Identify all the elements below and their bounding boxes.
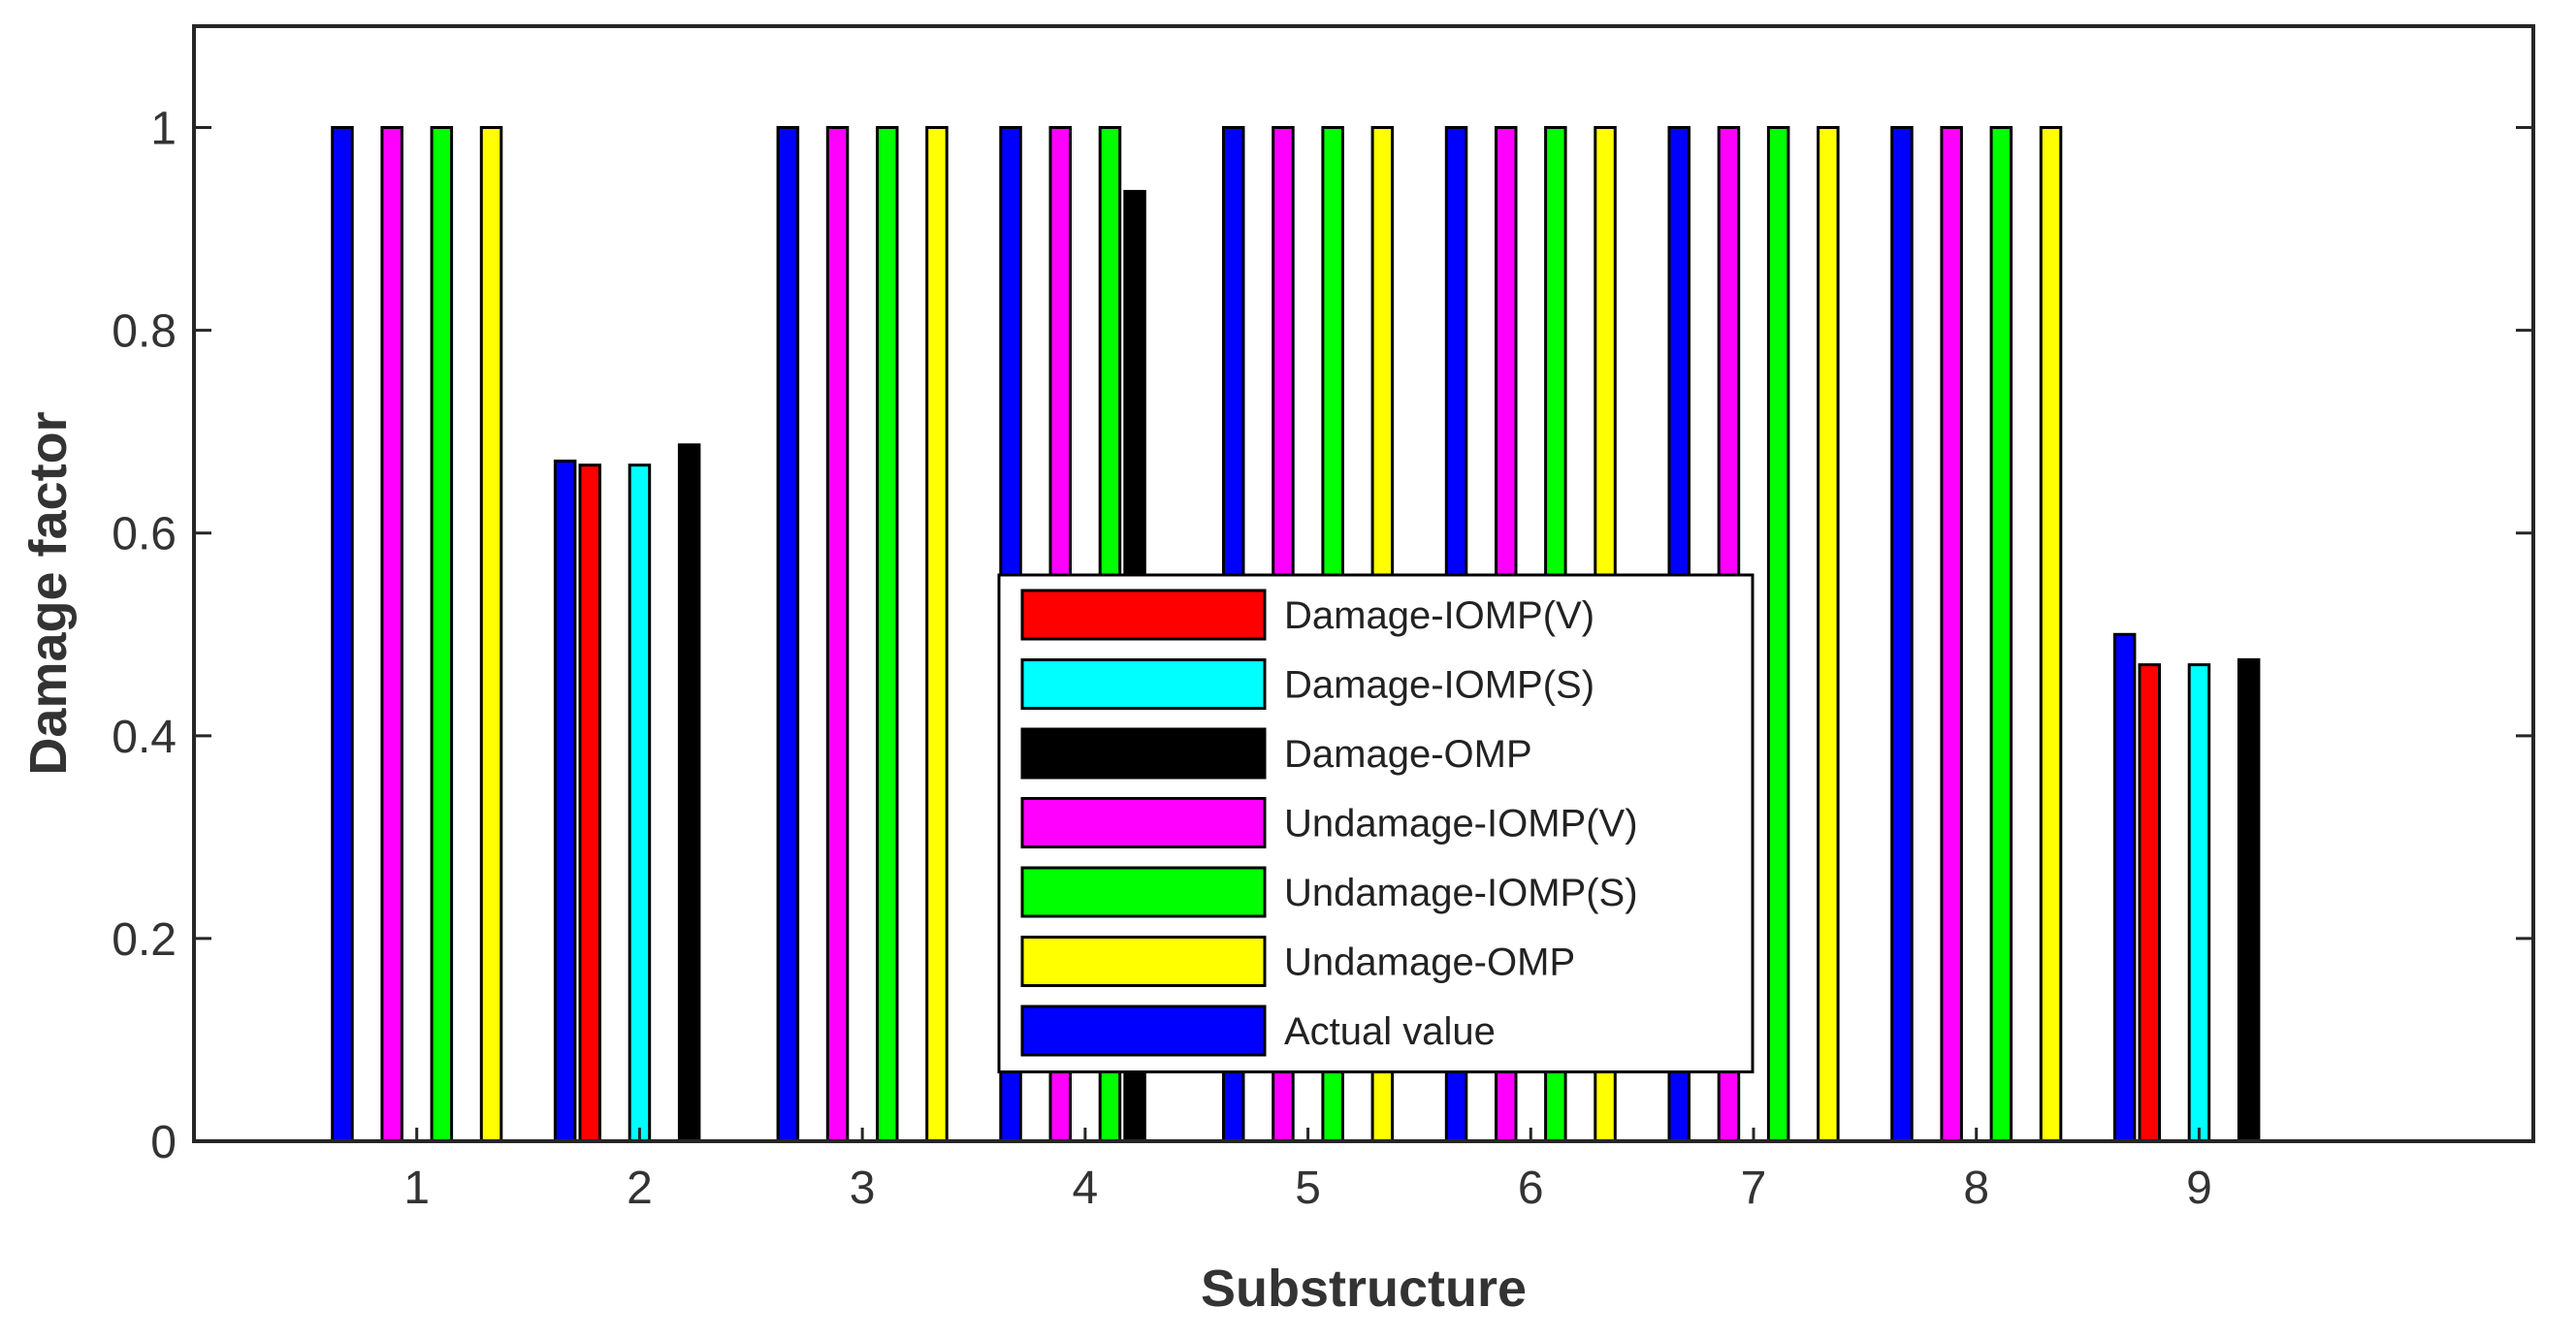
- y-axis-title: Damage factor: [19, 411, 78, 775]
- bar-undamage-omp-3: [925, 126, 949, 1143]
- bar-undamage-omp-8: [2039, 126, 2063, 1143]
- bar-undamage-iomp-s-8: [1989, 126, 2013, 1143]
- legend-swatch: [1020, 727, 1267, 780]
- bar-undamage-iomp-s-3: [876, 126, 899, 1143]
- bar-undamage-omp-7: [1817, 126, 1840, 1143]
- bar-damage-iomp-v-9: [2138, 663, 2161, 1143]
- legend-swatch: [1020, 589, 1267, 641]
- legend-label: Damage-OMP: [1284, 733, 1532, 776]
- bar-damage-iomp-s-9: [2187, 663, 2211, 1143]
- x-tick-label: 2: [627, 1163, 653, 1214]
- x-tick-label: 7: [1741, 1163, 1767, 1214]
- bar-actual-value-2: [553, 460, 577, 1143]
- bar-damage-iomp-s-2: [628, 463, 652, 1143]
- bar-actual-value-9: [2112, 632, 2137, 1143]
- x-tick-label: 5: [1295, 1163, 1321, 1214]
- bar-damage-iomp-v-2: [578, 463, 601, 1143]
- legend-label: Actual value: [1284, 1010, 1496, 1053]
- x-tick-label: 1: [403, 1163, 430, 1214]
- legend-swatch: [1020, 936, 1267, 987]
- legend-swatch: [1020, 658, 1267, 710]
- bar-undamage-iomp-v-8: [1940, 126, 1963, 1143]
- legend-swatch: [1020, 797, 1267, 848]
- y-tick-label: 0.6: [112, 509, 177, 560]
- legend-label: Damage-IOMP(V): [1284, 594, 1594, 637]
- y-tick-label: 0.2: [112, 914, 177, 966]
- bar-actual-value-3: [776, 126, 800, 1143]
- x-tick-label: 6: [1518, 1163, 1544, 1214]
- y-tick-label: 0.8: [112, 306, 177, 358]
- bar-undamage-iomp-s-1: [430, 126, 454, 1143]
- bar-actual-value-1: [331, 126, 354, 1143]
- legend-swatch: [1020, 1005, 1267, 1057]
- bar-undamage-iomp-v-1: [380, 126, 403, 1143]
- legend-label: Damage-IOMP(S): [1284, 664, 1594, 707]
- x-tick-label: 8: [1963, 1163, 1989, 1214]
- plot-area-frame: [192, 24, 2535, 1143]
- bar-undamage-iomp-s-7: [1766, 126, 1790, 1143]
- y-tick-label: 0.4: [112, 712, 177, 763]
- y-tick-label: 0: [150, 1117, 177, 1168]
- ticks-layer: 1 2 3 4 5 6 7 8 9 0 0.2 0.4 0.6 0.8 1: [112, 104, 2533, 1214]
- legend-label: Undamage-IOMP(S): [1284, 872, 1638, 914]
- legend-swatch: [1020, 866, 1267, 918]
- y-tick-label: 1: [150, 104, 177, 155]
- bar-damage-omp-2: [677, 443, 701, 1143]
- legend: Damage-IOMP(V) Damage-IOMP(S) Damage-OMP Un…: [997, 573, 1755, 1073]
- legend-label: Undamage-IOMP(V): [1284, 803, 1638, 845]
- bar-damage-omp-9: [2237, 657, 2261, 1143]
- legend-label: Undamage-OMP: [1284, 941, 1575, 984]
- bar-actual-value-8: [1890, 126, 1914, 1143]
- x-tick-label: 3: [850, 1163, 876, 1214]
- x-tick-label: 4: [1073, 1163, 1099, 1214]
- bar-undamage-omp-1: [479, 126, 503, 1143]
- x-tick-label: 9: [2186, 1163, 2212, 1214]
- x-axis-title: Substructure: [1201, 1260, 1527, 1318]
- bar-undamage-iomp-v-3: [825, 126, 850, 1143]
